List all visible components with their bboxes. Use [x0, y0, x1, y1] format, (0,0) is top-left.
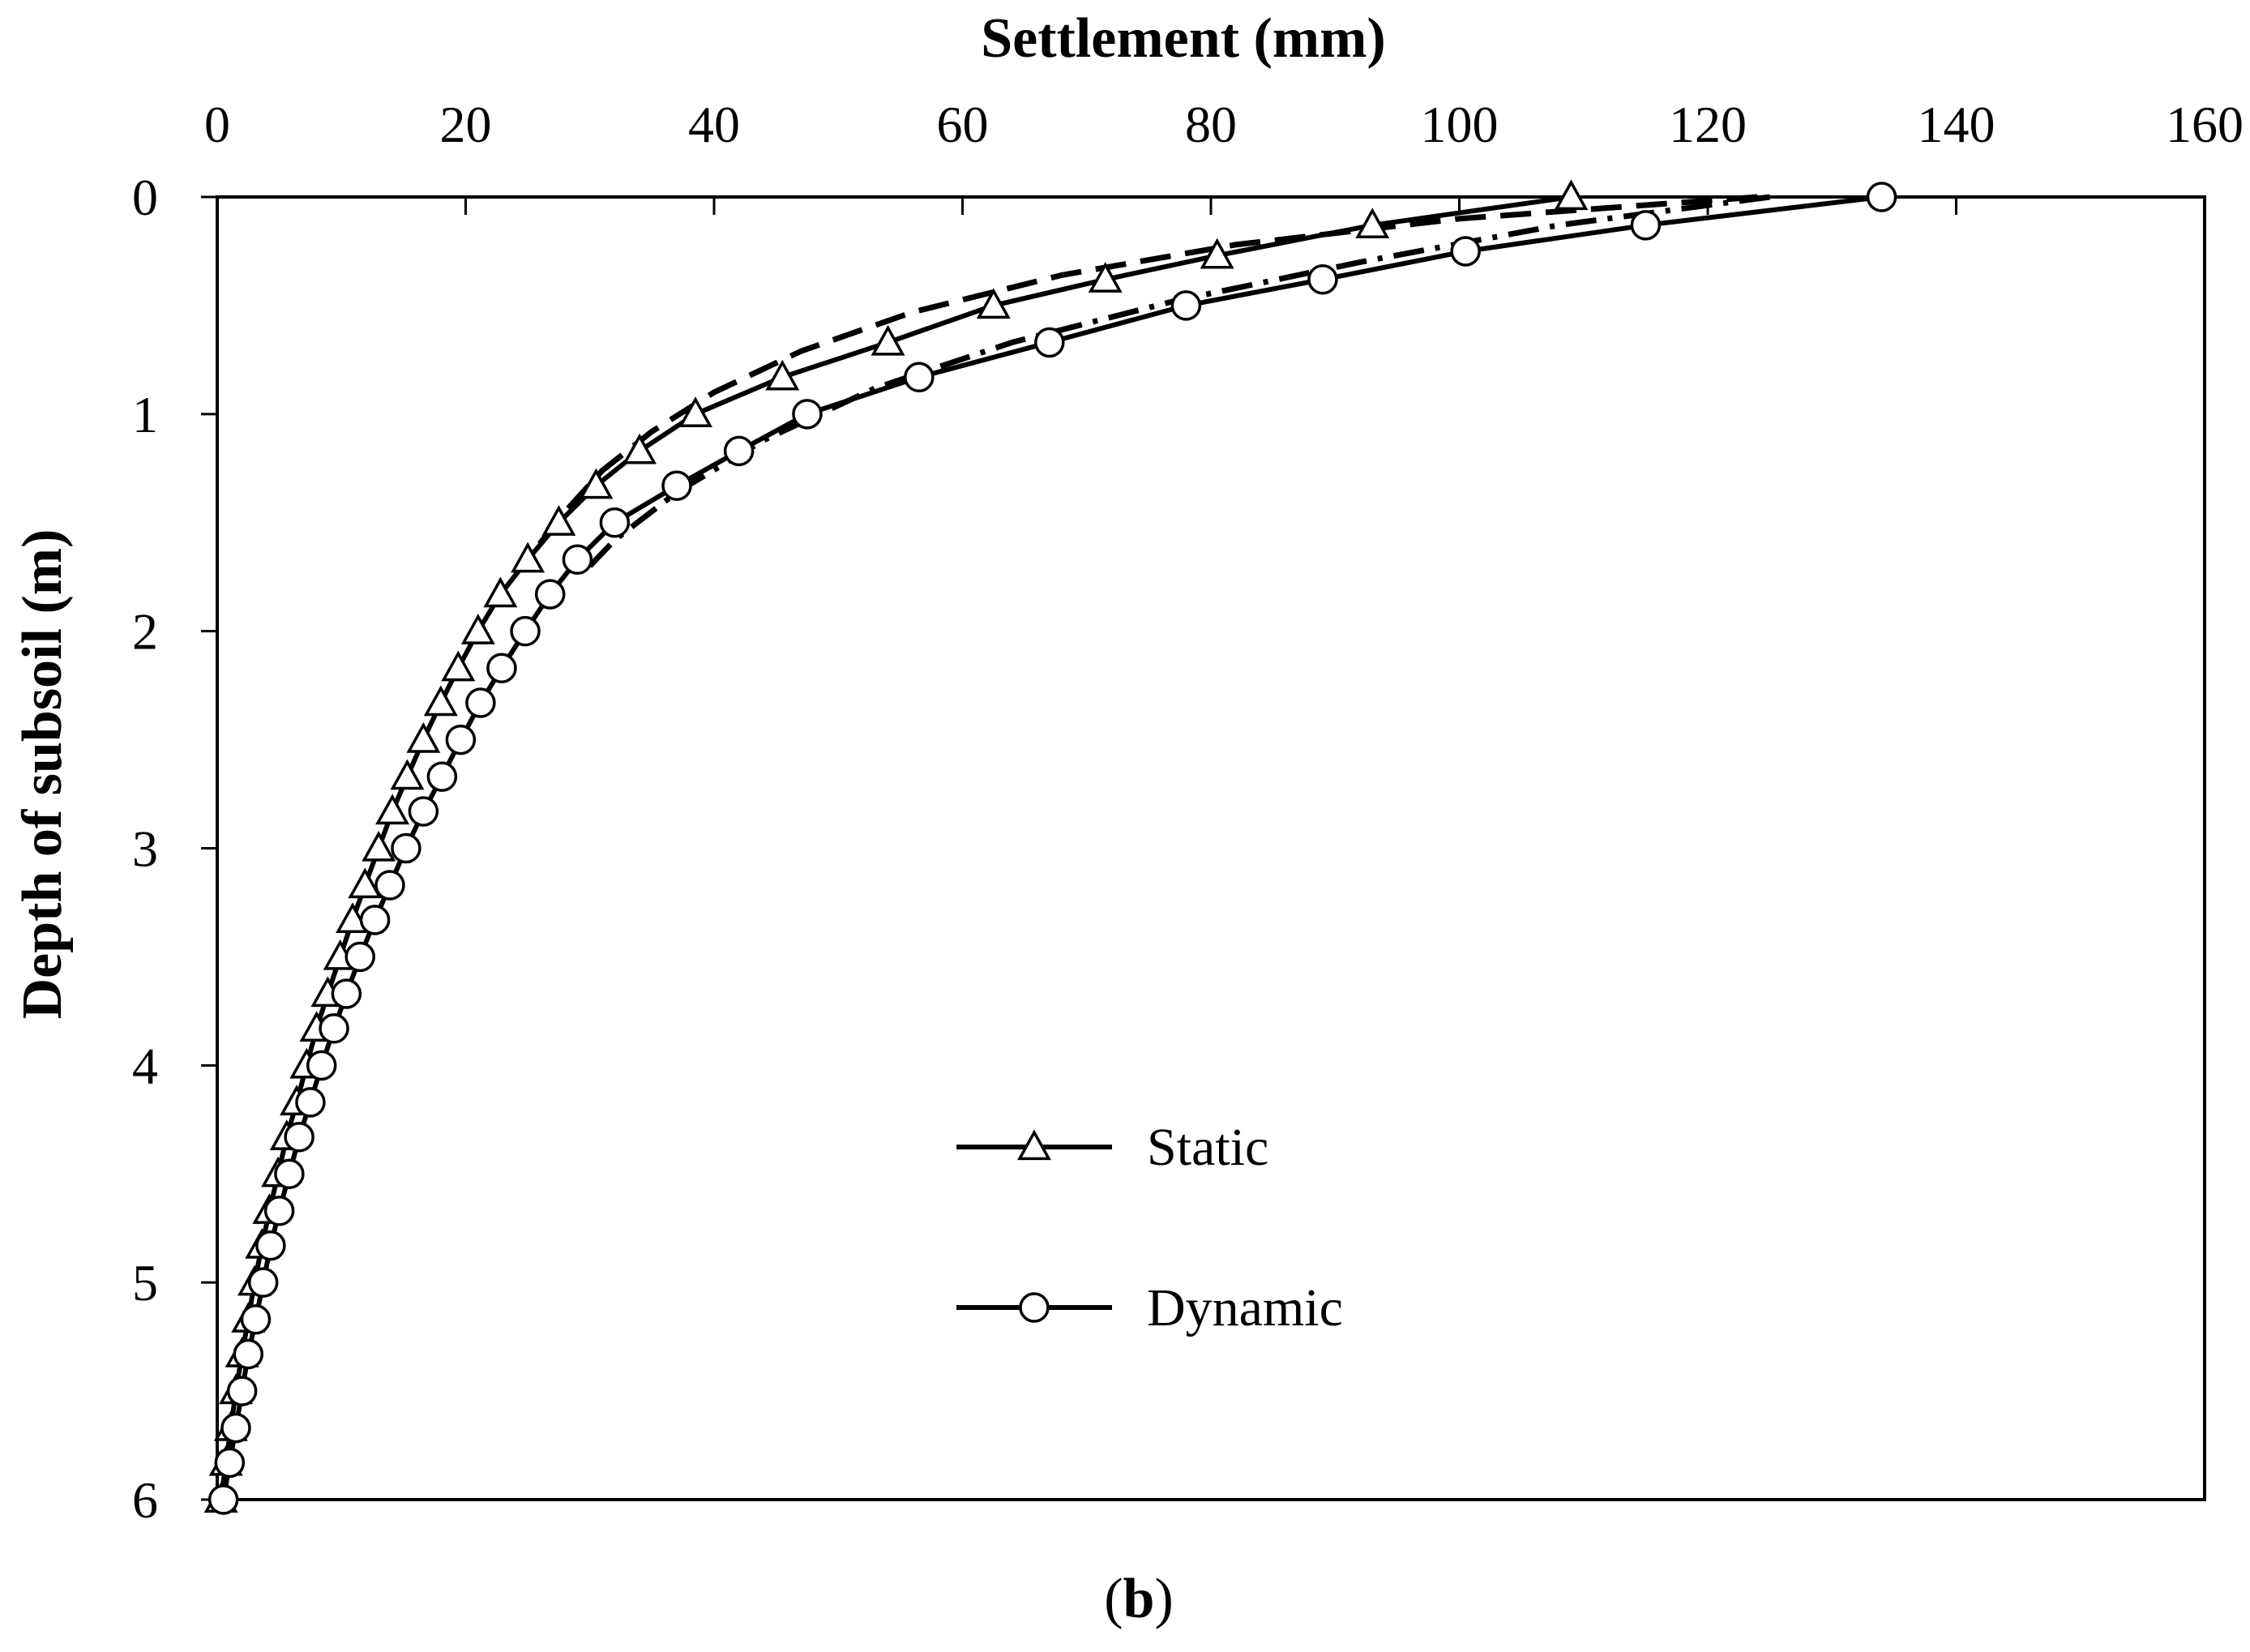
- dynamic-point: [207, 1484, 239, 1515]
- dynamic-point: [792, 399, 823, 430]
- dynamic-series-line: [220, 195, 1882, 1500]
- static-point: [441, 650, 476, 682]
- dynamic-point: [359, 905, 391, 935]
- x-tick-label: 80: [1185, 96, 1237, 153]
- dynamic-point: [306, 1050, 337, 1081]
- y-tick-label: 5: [132, 1254, 158, 1312]
- x-tick-label: 120: [1669, 96, 1747, 153]
- dynamic-point: [226, 1376, 258, 1406]
- y-tick-label: 6: [132, 1471, 158, 1529]
- caption-close-paren: ): [1154, 1568, 1173, 1630]
- x-tick-label: 0: [204, 96, 230, 153]
- static-point: [622, 433, 657, 464]
- y-tick-label: 2: [132, 603, 158, 661]
- y-tick-label: 4: [132, 1037, 158, 1094]
- dynamic-point: [486, 653, 517, 683]
- x-tick-label: 140: [1918, 96, 1995, 153]
- y-tick-label: 3: [132, 820, 158, 878]
- dynamic-point: [247, 1267, 279, 1298]
- dynamic-point: [426, 761, 458, 792]
- static-point: [348, 867, 383, 899]
- static-point: [406, 721, 441, 753]
- dynamic-point: [1450, 236, 1481, 267]
- dynamic-point: [274, 1158, 305, 1189]
- static-point: [390, 759, 425, 790]
- static-point: [483, 576, 518, 608]
- static-point: [1554, 179, 1589, 211]
- y-tick-label: 0: [132, 169, 158, 226]
- dynamic-point: [374, 870, 405, 901]
- dynamic-point: [534, 579, 566, 610]
- static-point: [460, 614, 495, 644]
- static-point: [870, 324, 905, 356]
- static-point: [423, 685, 458, 717]
- static-series-line: [218, 195, 1572, 1500]
- dynamic-point: [220, 1412, 251, 1444]
- static-point: [541, 505, 576, 536]
- dynamic-point: [904, 362, 935, 393]
- y-tick-label: 1: [132, 386, 158, 443]
- x-tick-label: 20: [440, 96, 492, 153]
- dynamic-point: [1170, 290, 1202, 321]
- static-point: [579, 468, 614, 499]
- dynamic-point: [233, 1338, 264, 1370]
- dynamic-point: [1630, 210, 1662, 241]
- static-point: [765, 359, 800, 391]
- dynamic-point: [319, 1013, 349, 1044]
- dynamic-point: [331, 978, 362, 1009]
- static-point: [511, 541, 545, 573]
- y-axis-title: Depth of subsoil (m): [11, 529, 74, 1020]
- dynamic-point: [1866, 182, 1897, 212]
- dynamic-point: [1307, 264, 1338, 295]
- dynamic-point: [562, 544, 593, 576]
- legend-marker-dynamic: [1019, 1292, 1050, 1323]
- dynamic-point: [263, 1196, 295, 1226]
- x-tick-label: 160: [2166, 96, 2244, 153]
- caption-letter: b: [1123, 1568, 1155, 1630]
- dynamic-point: [465, 687, 496, 718]
- dynamic-point: [214, 1447, 246, 1479]
- dynamic-point: [445, 724, 477, 755]
- static-point: [375, 794, 410, 825]
- static-point: [678, 396, 712, 427]
- legend-marker-static: [1017, 1129, 1051, 1161]
- dynamic-point: [510, 615, 541, 647]
- dynamic-point: [1034, 327, 1065, 358]
- dynamic-point: [599, 507, 631, 538]
- static-point: [361, 830, 396, 862]
- static-point: [976, 288, 1011, 319]
- dynamic-point: [295, 1087, 326, 1118]
- dynamic-point: [240, 1303, 272, 1335]
- static-point: [1355, 208, 1390, 238]
- x-axis-title: Settlement (mm): [981, 7, 1386, 70]
- x-tick-label: 60: [937, 96, 989, 153]
- dynamic-point: [723, 435, 755, 467]
- figure-caption: (b): [1104, 1568, 1174, 1630]
- dynamic-point: [661, 470, 692, 501]
- static-point: [1088, 262, 1123, 293]
- dynamic-point: [284, 1121, 314, 1153]
- x-tick-label: 100: [1421, 96, 1499, 153]
- legend-label-static: Static: [1147, 1118, 1268, 1177]
- x-tick-label: 40: [688, 96, 740, 153]
- caption-open-paren: (: [1104, 1568, 1123, 1630]
- dynamic-point: [255, 1230, 286, 1261]
- static-dashed-curve: [532, 194, 1758, 553]
- dynamic-point: [408, 796, 439, 827]
- plot-area: 0 20 40 60 80 100 120 140 160 0 1 2 3 4 5 6 Static Dynami…: [132, 96, 2244, 1529]
- dynamic-point: [391, 832, 421, 864]
- static-point: [1200, 238, 1234, 269]
- dynamic-point: [344, 941, 375, 973]
- legend-label-dynamic: Dynamic: [1147, 1278, 1343, 1337]
